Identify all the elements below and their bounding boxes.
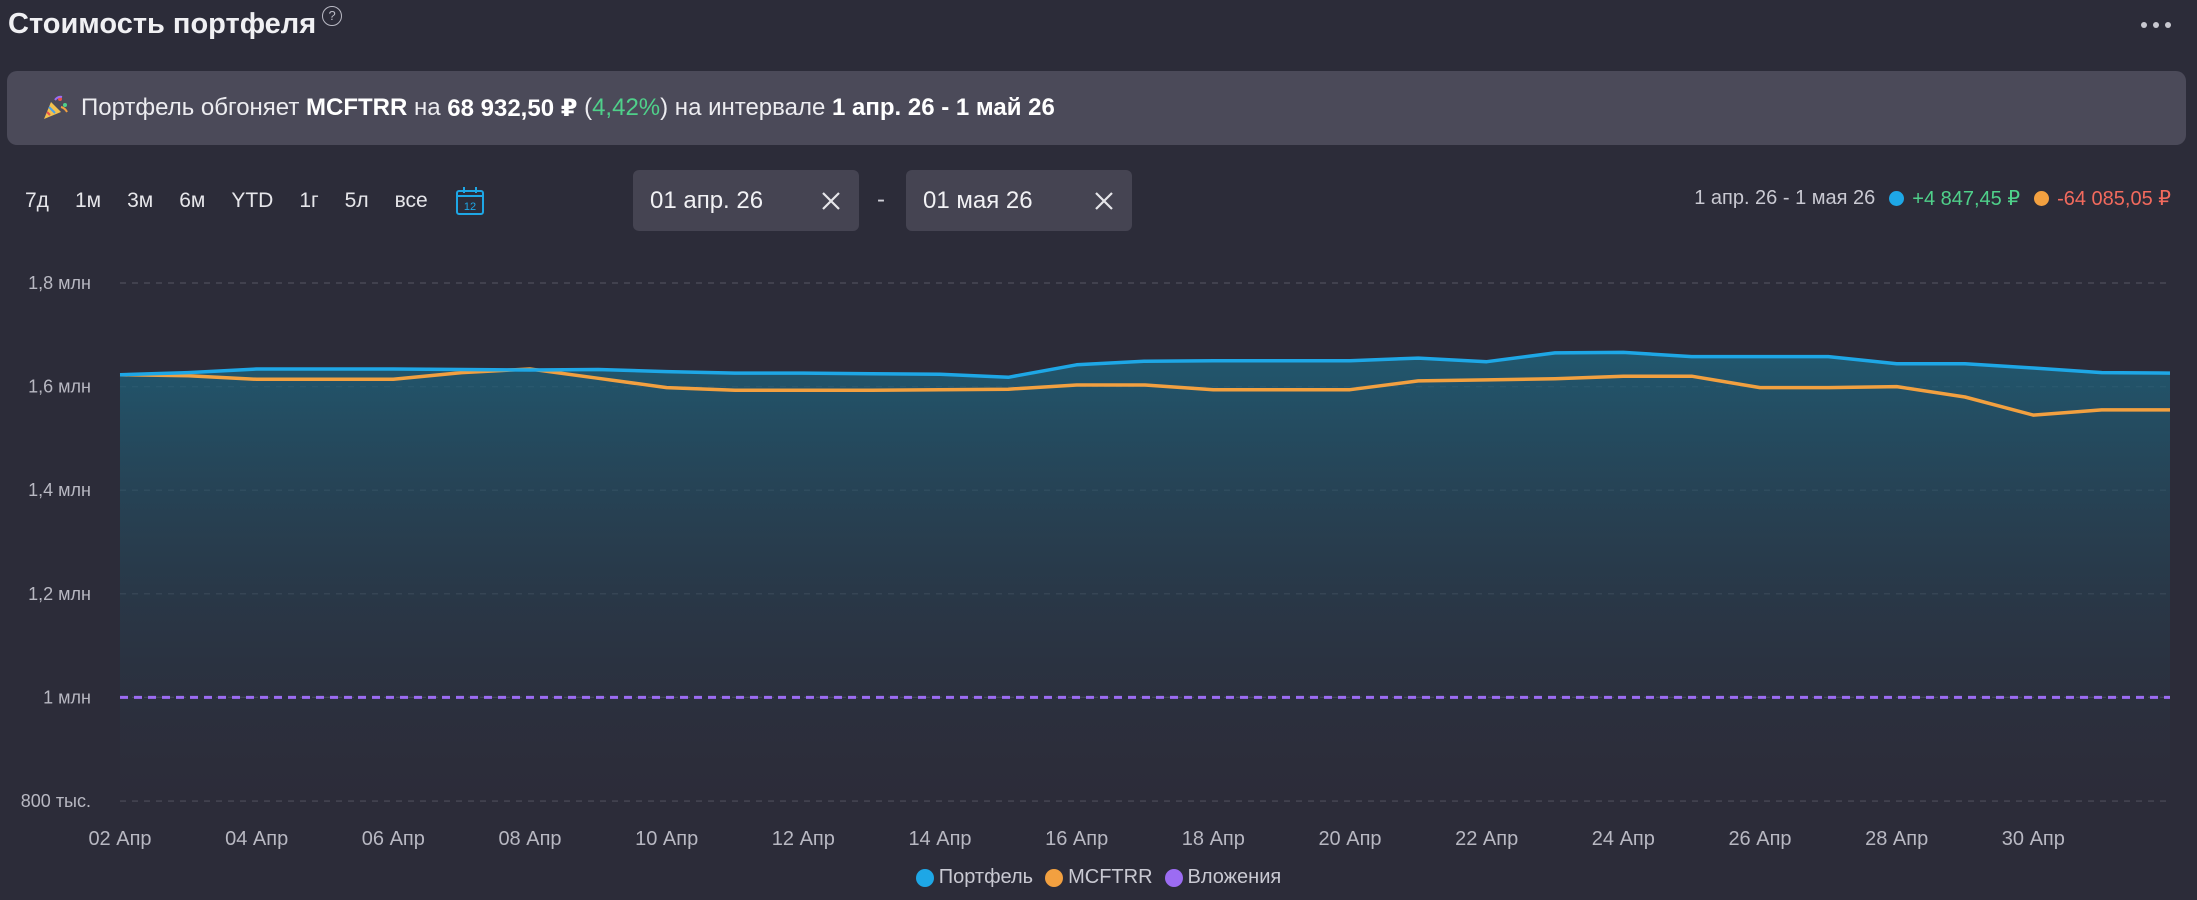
benchmark-dot-icon [1045,868,1064,887]
summary-benchmark-change: -64 085,05 ₽ [2057,188,2171,210]
date-from-field[interactable]: 01 апр. 26 [633,170,859,231]
clear-date-to-icon[interactable] [1093,190,1115,212]
party-popper-icon [44,95,68,119]
date-to-field[interactable]: 01 мая 26 [906,170,1132,231]
period-selector: 7д 1м 3м 6м YTD 1г 5л все 12 [12,170,487,232]
dot-icon [2153,22,2159,28]
period-ytd-button[interactable]: YTD [231,189,274,212]
clear-date-from-icon[interactable] [820,190,842,212]
x-tick-label: 16 Апр [1045,828,1108,850]
more-options-button[interactable] [2141,10,2171,40]
investments-dot-icon [1164,868,1183,887]
x-tick-label: 20 Апр [1318,828,1381,850]
portfolio-chart[interactable]: 800 тыс. 1 млн 1,2 млн 1,4 млн 1,6 млн 1,8 мл… [0,250,2197,860]
banner-amount: 68 932,50 ₽ [447,94,578,122]
help-icon[interactable]: ? [322,6,343,26]
x-tick-label: 22 Апр [1455,828,1518,850]
banner-prefix: Портфель обгоняет [81,94,307,121]
period-7d-button[interactable]: 7д [25,189,49,212]
header: Стоимость портфеля ? [8,4,343,44]
summary-range: 1 апр. 26 - 1 мая 26 [1694,187,1876,209]
banner-pct-open: ( [577,94,593,121]
y-tick-label: 1 млн [43,687,91,707]
period-5y-button[interactable]: 5л [344,189,369,212]
dot-icon [2141,22,2147,28]
legend-label-benchmark: MCFTRR [1068,866,1153,888]
portfolio-dot-icon [1889,191,1905,206]
banner-pct-close: ) [660,94,669,121]
y-tick-label: 800 тыс. [21,791,91,811]
portfolio-area [120,352,2170,801]
chart-legend: Портфель MCFTRR Вложения [0,866,2197,889]
x-tick-label: 30 Апр [2002,828,2065,850]
performance-banner: Портфель обгоняет MCFTRR на 68 932,50 ₽ … [7,71,2186,145]
banner-interval: 1 апр. 26 - 1 май 26 [832,94,1055,121]
y-tick-label: 1,2 млн [28,584,91,604]
range-summary: 1 апр. 26 - 1 мая 26 +4 847,45 ₽ -64 085… [1694,186,2171,211]
x-tick-label: 24 Апр [1592,828,1655,850]
x-tick-label: 14 Апр [908,828,971,850]
x-tick-label: 18 Апр [1182,828,1245,850]
calendar-day: 12 [464,201,476,213]
banner-benchmark: MCFTRR [306,94,408,121]
period-1y-button[interactable]: 1г [299,189,319,212]
period-1m-button[interactable]: 1м [74,189,102,212]
line-layer [119,350,2171,699]
y-tick-label: 1,8 млн [28,273,91,293]
period-6m-button[interactable]: 6м [179,189,206,212]
benchmark-dot-icon [2034,191,2050,206]
banner-pct: 4,42% [592,94,661,121]
x-tick-label: 02 Апр [88,828,151,850]
legend-item-portfolio[interactable]: Портфель [915,866,1034,889]
dot-icon [2165,22,2171,28]
area-layer [120,352,2170,801]
period-all-button[interactable]: все [394,189,428,212]
legend-label-portfolio: Портфель [938,866,1034,888]
benchmark-line[interactable] [119,367,2170,417]
period-3m-button[interactable]: 3м [127,189,154,212]
calendar-icon[interactable]: 12 [453,184,487,218]
summary-portfolio-change: +4 847,45 ₽ [1912,188,2021,210]
date-to-value[interactable]: 01 мая 26 [923,186,1033,214]
x-tick-label: 12 Апр [772,828,835,850]
banner-interval-text: на интервале [668,94,833,121]
x-tick-label: 10 Апр [635,828,698,850]
x-tick-label: 06 Апр [362,828,425,850]
x-tick-label: 28 Апр [1865,828,1928,850]
y-tick-label: 1,4 млн [28,480,91,500]
legend-item-investments[interactable]: Вложения [1164,866,1282,889]
x-tick-label: 26 Апр [1728,828,1791,850]
tick-layer: 800 тыс. 1 млн 1,2 млн 1,4 млн 1,6 млн 1,8 мл… [21,273,2065,850]
legend-item-benchmark[interactable]: MCFTRR [1045,866,1153,889]
x-tick-label: 08 Апр [498,828,561,850]
page-title: Стоимость портфеля [8,8,317,40]
legend-label-investments: Вложения [1187,866,1282,888]
x-tick-label: 04 Апр [225,828,288,850]
y-tick-label: 1,6 млн [28,377,91,397]
portfolio-line[interactable] [119,350,2171,380]
date-separator: - [877,186,885,213]
banner-mid: на [407,94,448,121]
date-from-value[interactable]: 01 апр. 26 [650,186,764,214]
portfolio-dot-icon [915,868,934,887]
